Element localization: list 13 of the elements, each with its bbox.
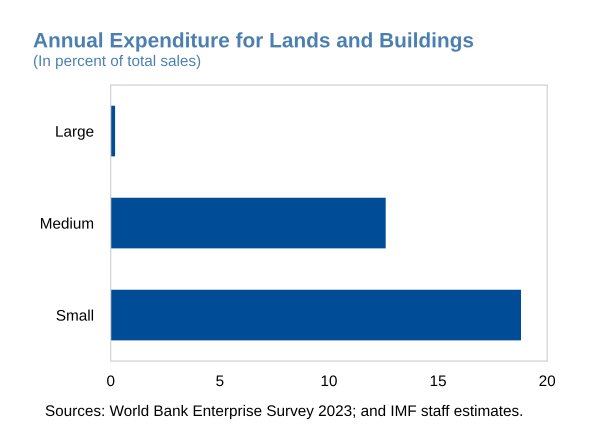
bar	[110, 198, 386, 248]
x-tick-label: 15	[430, 376, 446, 386]
y-tick-label: Small	[56, 310, 94, 321]
bar	[110, 290, 521, 340]
x-tick-label: 20	[539, 375, 556, 386]
y-tick-label: Medium	[40, 218, 94, 229]
x-tick-label: 5	[216, 376, 224, 386]
y-tick-label: Large	[56, 126, 94, 140]
x-tick-label: 10	[322, 375, 337, 386]
source-note: Sources: World Bank Enterprise Survey 2023; and IMF staff estimates.	[46, 404, 522, 420]
chart-title: Annual Expenditure for Lands and Buildings	[34, 32, 474, 52]
chart-subtitle: (In percent of total sales)	[34, 54, 200, 70]
x-tick-label: 0	[107, 375, 114, 386]
